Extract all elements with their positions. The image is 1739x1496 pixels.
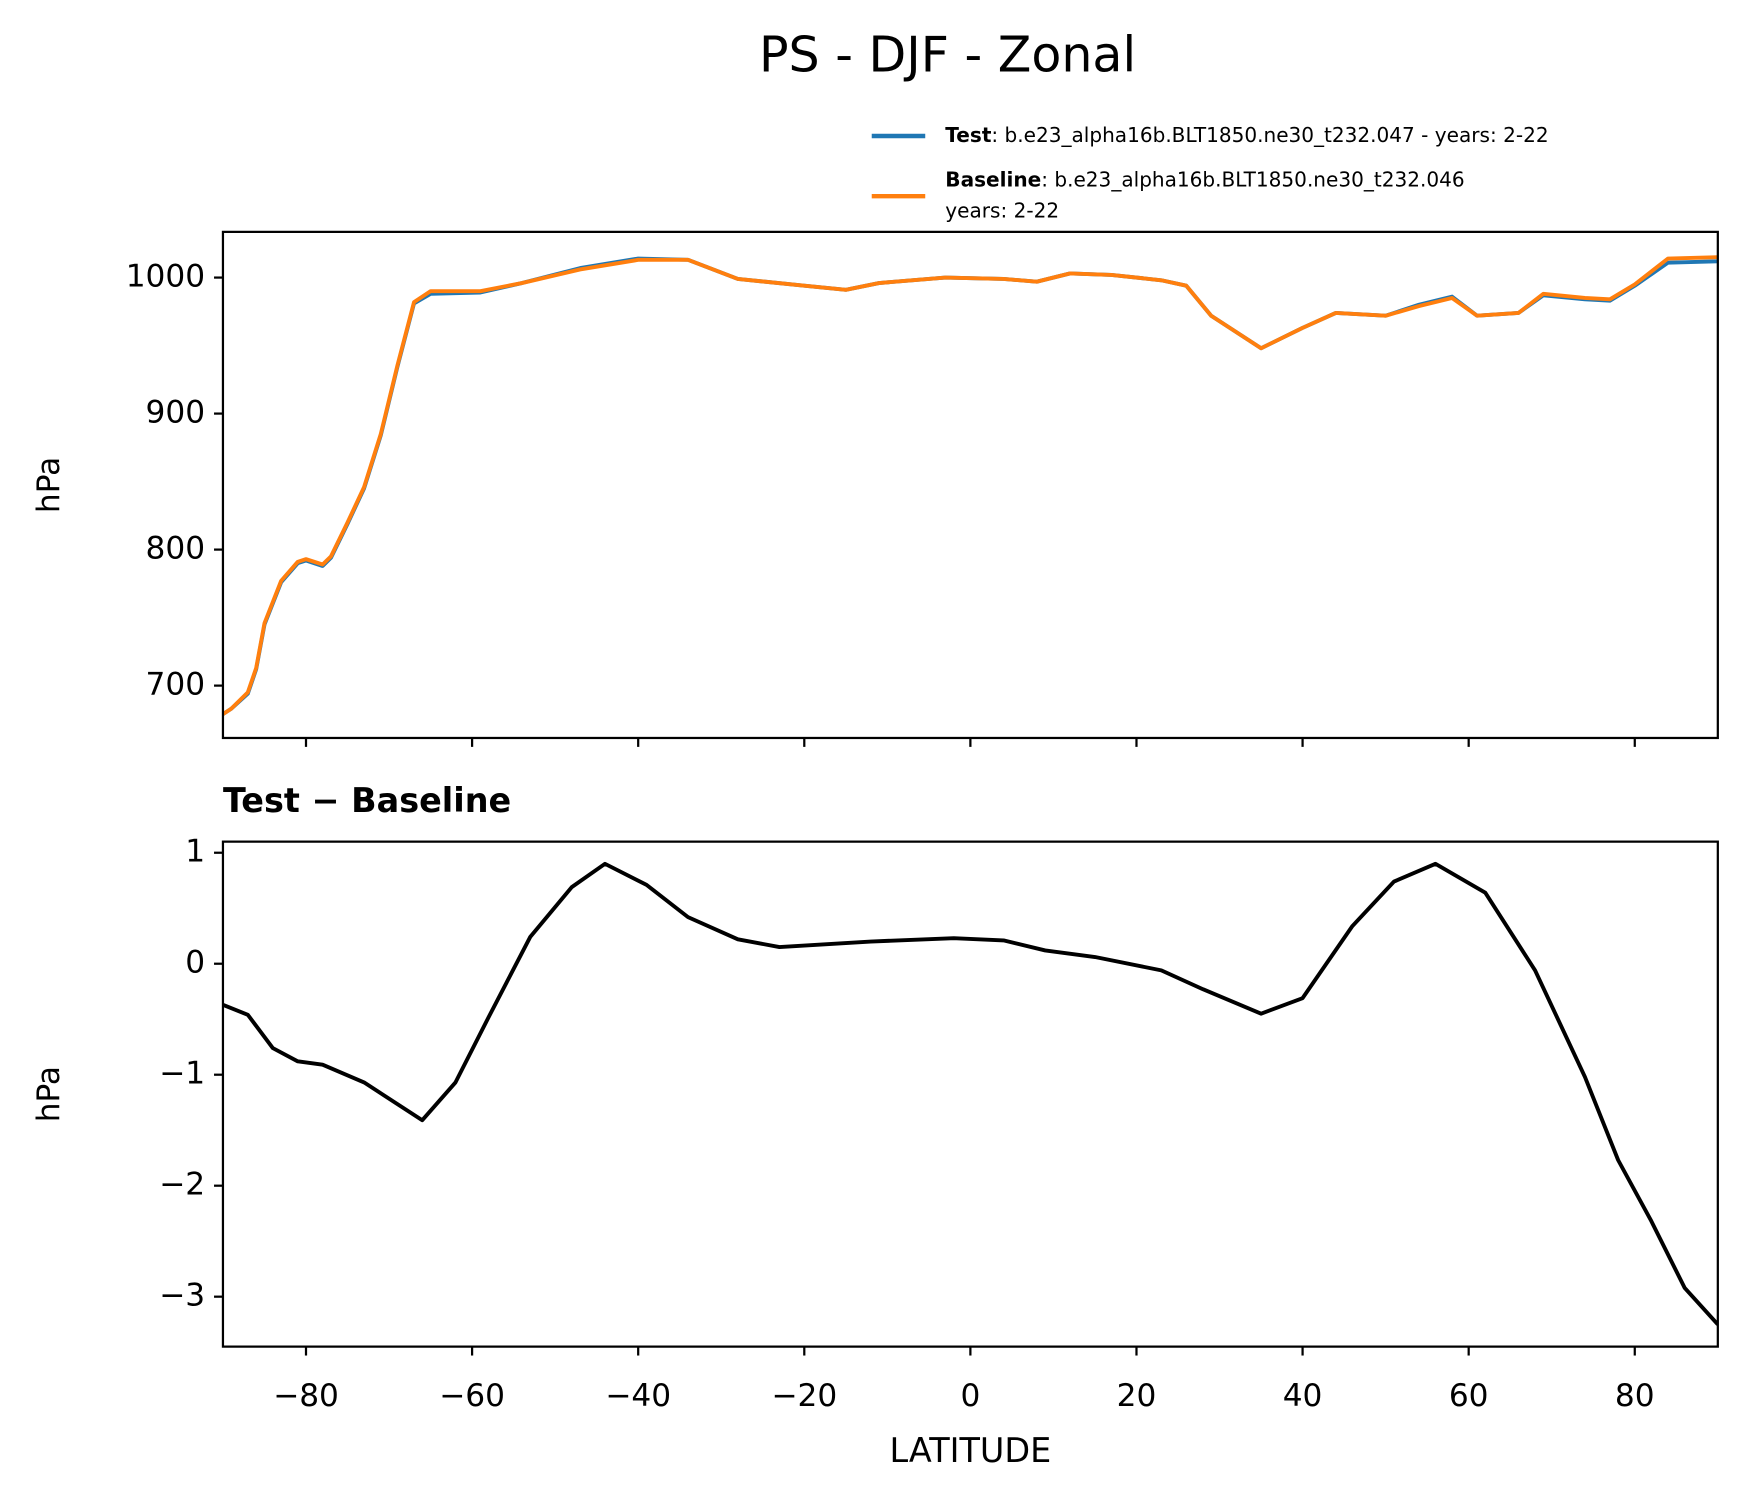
y-tick-label: 1000 bbox=[126, 259, 205, 295]
x-tick-label: −40 bbox=[605, 1378, 671, 1414]
x-tick-label: 80 bbox=[1615, 1378, 1655, 1414]
x-tick-label: 40 bbox=[1283, 1378, 1323, 1414]
subtitle: Test − Baseline bbox=[223, 781, 511, 820]
x-axis-label: LATITUDE bbox=[890, 1431, 1052, 1470]
y-tick-label: 0 bbox=[185, 945, 205, 981]
legend-description: : b.e23_alpha16b.BLT1850.ne30_t232.046 bbox=[1041, 167, 1464, 191]
legend-description: years: 2-22 bbox=[945, 198, 1059, 222]
legend-label: Test: b.e23_alpha16b.BLT1850.ne30_t232.0… bbox=[945, 123, 1548, 147]
x-tick-label: 20 bbox=[1117, 1378, 1157, 1414]
x-tick-label: −60 bbox=[439, 1378, 505, 1414]
y-tick-label: −3 bbox=[159, 1278, 205, 1314]
line bbox=[222, 861, 1718, 1326]
y-tick-label: 1 bbox=[185, 834, 205, 870]
y-axis-label: hPa bbox=[31, 457, 67, 513]
x-tick-label: 0 bbox=[960, 1378, 980, 1414]
legend-label: Baseline: b.e23_alpha16b.BLT1850.ne30_t2… bbox=[945, 167, 1464, 191]
y-tick-label: −2 bbox=[159, 1167, 205, 1203]
x-tick-label: −20 bbox=[771, 1378, 837, 1414]
y-tick-label: −1 bbox=[159, 1056, 205, 1092]
x-tick-label: −80 bbox=[273, 1378, 339, 1414]
legend-name: Baseline bbox=[945, 167, 1041, 191]
y-axis-label: hPa bbox=[31, 1066, 67, 1122]
line bbox=[222, 256, 1718, 716]
y-tick-label: 800 bbox=[146, 531, 206, 567]
y-tick-label: 900 bbox=[146, 395, 206, 431]
x-tick-label: 60 bbox=[1449, 1378, 1489, 1414]
axes-frame bbox=[221, 840, 1719, 1348]
figure-title: PS - DJF - Zonal bbox=[759, 25, 1136, 83]
legend-description: : b.e23_alpha16b.BLT1850.ne30_t232.047 -… bbox=[991, 123, 1548, 147]
y-tick-label: 700 bbox=[146, 667, 206, 703]
legend-name: Test bbox=[945, 123, 992, 147]
line bbox=[222, 255, 1718, 716]
axes-frame bbox=[221, 230, 1719, 740]
